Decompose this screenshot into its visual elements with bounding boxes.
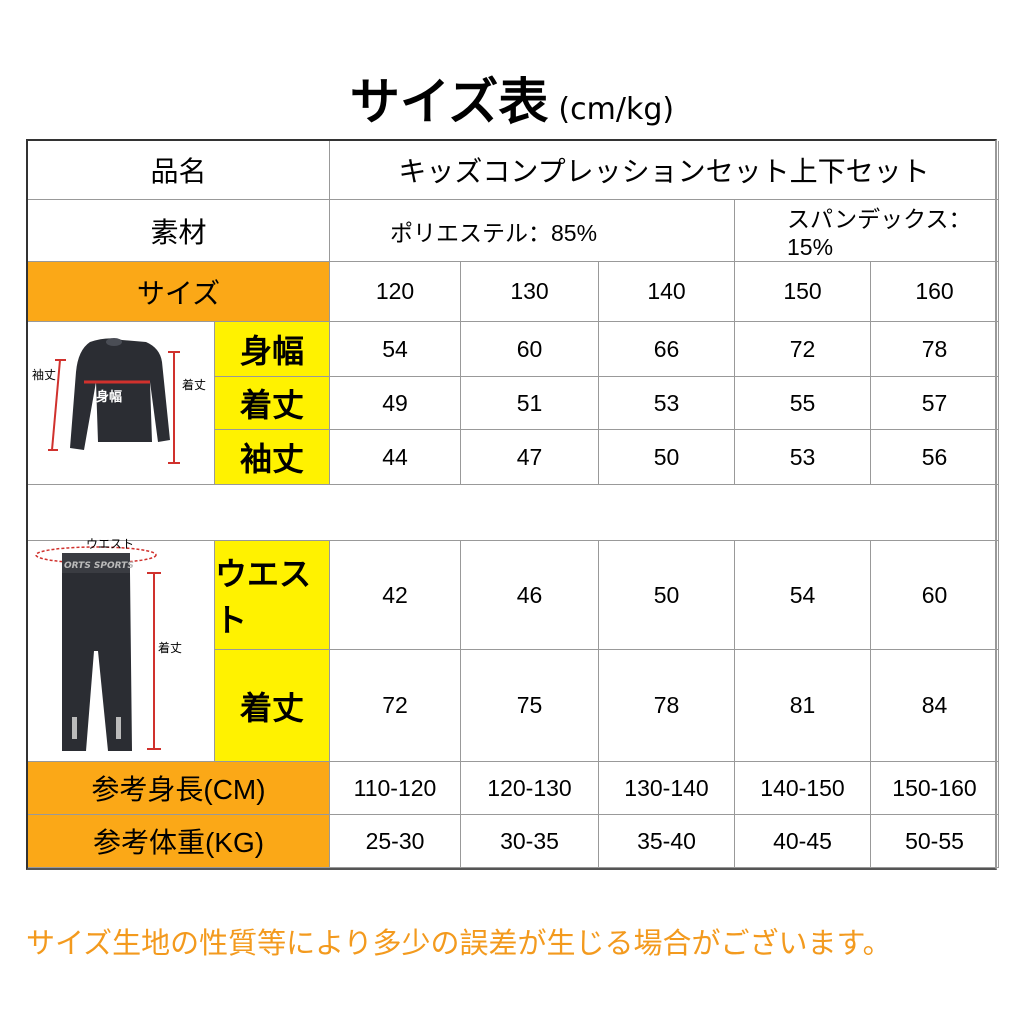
top-value: 53 bbox=[599, 377, 735, 430]
bottom-value: 81 bbox=[735, 650, 871, 762]
top-value: 49 bbox=[330, 377, 461, 430]
material-spandex: スパンデックス：15% bbox=[735, 200, 999, 262]
size-label: サイズ bbox=[28, 262, 330, 322]
height-label: 参考身長(CM) bbox=[28, 762, 330, 815]
height-value: 120-130 bbox=[461, 762, 599, 815]
length-annotation: 着丈 bbox=[182, 378, 207, 392]
title-main: サイズ表 bbox=[349, 73, 549, 131]
size-value: 150 bbox=[735, 262, 871, 322]
top-value: 50 bbox=[599, 430, 735, 485]
height-value: 150-160 bbox=[871, 762, 999, 815]
weight-value: 25-30 bbox=[330, 815, 461, 868]
bottom-value: 60 bbox=[871, 541, 999, 650]
top-value: 44 bbox=[330, 430, 461, 485]
size-value: 160 bbox=[871, 262, 999, 322]
top-value: 57 bbox=[871, 377, 999, 430]
bottom-value: 42 bbox=[330, 541, 461, 650]
chest-width-annotation: 身幅 bbox=[96, 389, 123, 404]
top-value: 54 bbox=[330, 322, 461, 377]
height-value: 130-140 bbox=[599, 762, 735, 815]
size-table: 品名 キッズコンプレッションセット上下セット 素材 ポリエステル：85% スパン… bbox=[26, 139, 999, 870]
bottom-row-label: 着丈 bbox=[215, 650, 330, 762]
material-polyester: ポリエステル：85% bbox=[330, 200, 735, 262]
footer-note: サイズ生地の性質等により多少の誤差が生じる場合がございます。 bbox=[26, 926, 892, 960]
weight-value: 30-35 bbox=[461, 815, 599, 868]
height-value: 110-120 bbox=[330, 762, 461, 815]
bottom-value: 84 bbox=[871, 650, 999, 762]
material-label: 素材 bbox=[28, 200, 330, 262]
height-value: 140-150 bbox=[735, 762, 871, 815]
top-value: 47 bbox=[461, 430, 599, 485]
top-row-label: 袖丈 bbox=[215, 430, 330, 485]
top-value: 78 bbox=[871, 322, 999, 377]
spacer-row bbox=[28, 485, 999, 541]
top-row-label: 身幅 bbox=[215, 322, 330, 377]
product-label: 品名 bbox=[28, 141, 330, 200]
bottom-value: 75 bbox=[461, 650, 599, 762]
product-value: キッズコンプレッションセット上下セット bbox=[330, 141, 999, 200]
top-value: 51 bbox=[461, 377, 599, 430]
top-value: 53 bbox=[735, 430, 871, 485]
weight-value: 50-55 bbox=[871, 815, 999, 868]
bottom-value: 72 bbox=[330, 650, 461, 762]
shirt-image: 袖丈 身幅 着丈 bbox=[28, 322, 215, 485]
page-title: サイズ表 (cm/kg) bbox=[0, 62, 1024, 134]
bottom-value: 46 bbox=[461, 541, 599, 650]
bottom-row-label: ウエスト bbox=[215, 541, 330, 650]
top-value: 56 bbox=[871, 430, 999, 485]
size-value: 140 bbox=[599, 262, 735, 322]
size-value: 130 bbox=[461, 262, 599, 322]
top-value: 55 bbox=[735, 377, 871, 430]
weight-value: 35-40 bbox=[599, 815, 735, 868]
waist-annotation: ウエスト bbox=[86, 537, 135, 551]
bottom-value: 78 bbox=[599, 650, 735, 762]
weight-label: 参考体重(KG) bbox=[28, 815, 330, 868]
title-unit: (cm/kg) bbox=[558, 92, 675, 127]
weight-value: 40-45 bbox=[735, 815, 871, 868]
bottom-value: 54 bbox=[735, 541, 871, 650]
top-value: 60 bbox=[461, 322, 599, 377]
pants-image: ORTS SPORTS ウエスト 着丈 bbox=[28, 537, 215, 762]
top-value: 72 bbox=[735, 322, 871, 377]
top-value: 66 bbox=[599, 322, 735, 377]
waistband-text: ORTS SPORTS bbox=[64, 561, 134, 571]
bottom-value: 50 bbox=[599, 541, 735, 650]
top-row-label: 着丈 bbox=[215, 377, 330, 430]
size-value: 120 bbox=[330, 262, 461, 322]
sleeve-length-annotation: 袖丈 bbox=[32, 368, 57, 382]
pants-length-annotation: 着丈 bbox=[158, 641, 183, 655]
